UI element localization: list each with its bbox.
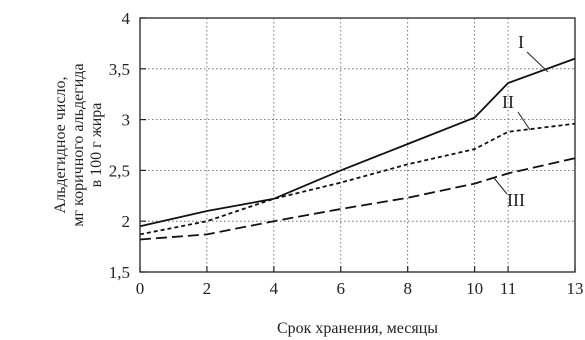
series-label-i: I — [518, 32, 524, 52]
series-line-ii — [139, 122, 576, 236]
ticks: 0 2 4 6 8 10 11 13 1,5 2 2,5 3 3,5 4 — [109, 9, 584, 298]
series-label-ii: II — [502, 92, 514, 112]
y-axis-label-line: мг коричного альдегида — [70, 63, 87, 226]
y-axis-label: Альдегидное число,мг коричного альдегида… — [52, 63, 105, 226]
series-leader-line — [517, 111, 531, 131]
y-axis-label-line: в 100 г жира — [88, 103, 105, 188]
x-tick-label: 11 — [500, 279, 516, 298]
x-tick-label: 8 — [403, 279, 412, 298]
grid — [140, 18, 575, 272]
x-axis-label: Срок хранения, месяцы — [277, 320, 438, 337]
y-tick-label: 4 — [122, 9, 131, 28]
y-tick-label: 3 — [122, 111, 131, 130]
x-tick-label: 10 — [466, 279, 483, 298]
y-tick-label: 2,5 — [109, 161, 130, 180]
series-line-iii — [139, 157, 576, 241]
x-tick-label: 0 — [136, 279, 145, 298]
series-leader-line — [526, 51, 549, 73]
x-tick-label: 4 — [270, 279, 279, 298]
y-tick-label: 2 — [122, 212, 131, 231]
y-tick-label: 3,5 — [109, 60, 130, 79]
x-tick-label: 13 — [567, 279, 584, 298]
series-line-i — [139, 57, 576, 228]
y-axis-label-line: Альдегидное число, — [52, 77, 69, 214]
series-lines — [139, 57, 576, 241]
series-leader-line — [493, 177, 508, 195]
series-label-iii: III — [507, 190, 525, 210]
x-tick-label: 2 — [203, 279, 212, 298]
x-tick-label: 6 — [337, 279, 346, 298]
y-tick-label: 1,5 — [109, 263, 130, 282]
plot-frame — [139, 17, 576, 273]
